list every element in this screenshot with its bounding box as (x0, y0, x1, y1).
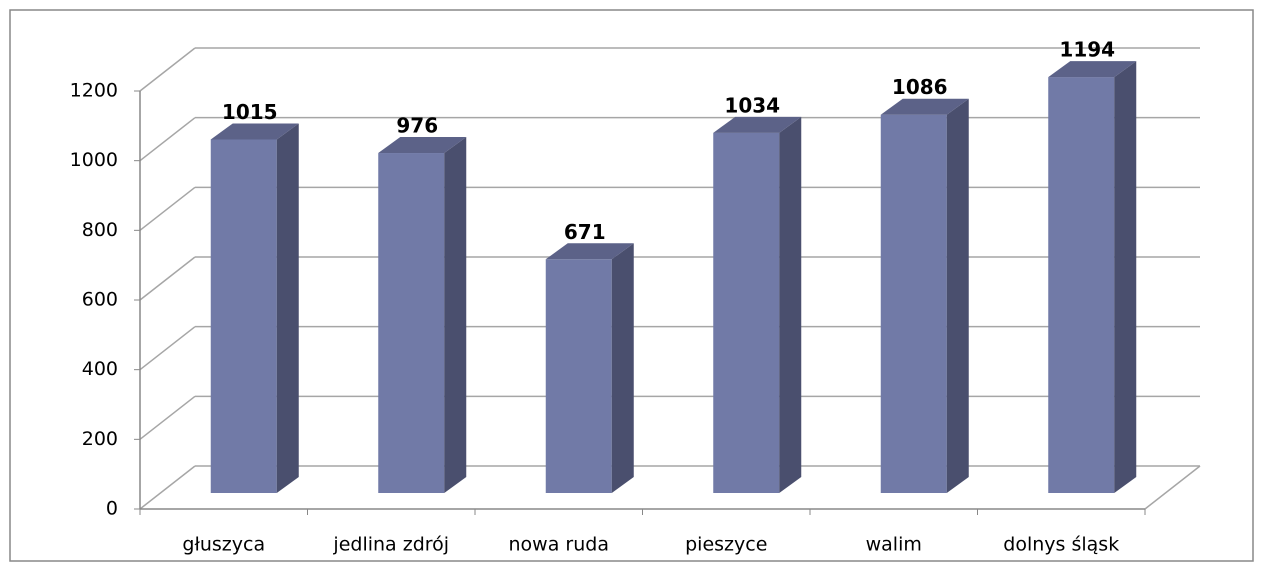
floor-right (1144, 465, 1201, 510)
bar-side (1114, 61, 1137, 494)
bar (545, 259, 612, 493)
bar-side (276, 123, 299, 494)
x-tick-label: głuszyca (182, 534, 265, 556)
x-tick-label: walim (866, 534, 922, 556)
grid-diagonal (139, 256, 196, 301)
y-tick-label: 0 (106, 498, 118, 520)
bar (880, 114, 947, 494)
bar-side (444, 137, 467, 493)
bar (210, 139, 277, 494)
bar (713, 132, 780, 493)
bar (1048, 77, 1115, 493)
grid-diagonal (139, 326, 196, 371)
bar (378, 153, 445, 493)
y-tick-label: 800 (82, 219, 118, 241)
x-tick-label: jedlina zdrój (332, 534, 449, 556)
value-label: 1086 (892, 75, 948, 99)
bar-top (210, 123, 299, 140)
y-tick-label: 200 (82, 428, 118, 450)
value-label: 1015 (222, 100, 278, 124)
grid-diagonal (139, 465, 196, 510)
y-tick-label: 1000 (70, 149, 118, 171)
bar-top (1048, 61, 1137, 78)
grid-diagonal (139, 395, 196, 440)
bar-side (779, 116, 802, 493)
x-tick-label: nowa ruda (509, 534, 609, 556)
bar-side (611, 243, 634, 493)
x-tick-label: dolnys śląsk (1003, 534, 1119, 556)
value-label: 976 (396, 114, 438, 138)
value-label: 1034 (724, 93, 780, 117)
grid-diagonal (139, 47, 196, 92)
grid-diagonal (139, 186, 196, 231)
value-label: 1194 (1059, 38, 1115, 62)
grid-diagonal (139, 117, 196, 162)
bar-top (545, 243, 634, 260)
y-tick-label: 1200 (70, 80, 118, 102)
value-label: 671 (564, 220, 606, 244)
bar-top (880, 98, 969, 115)
y-tick-label: 600 (82, 289, 118, 311)
bar-top (378, 137, 467, 154)
x-tick-label: pieszyce (685, 534, 767, 556)
bar-side (946, 98, 969, 494)
bar-top (713, 116, 802, 133)
y-tick-label: 400 (82, 358, 118, 380)
